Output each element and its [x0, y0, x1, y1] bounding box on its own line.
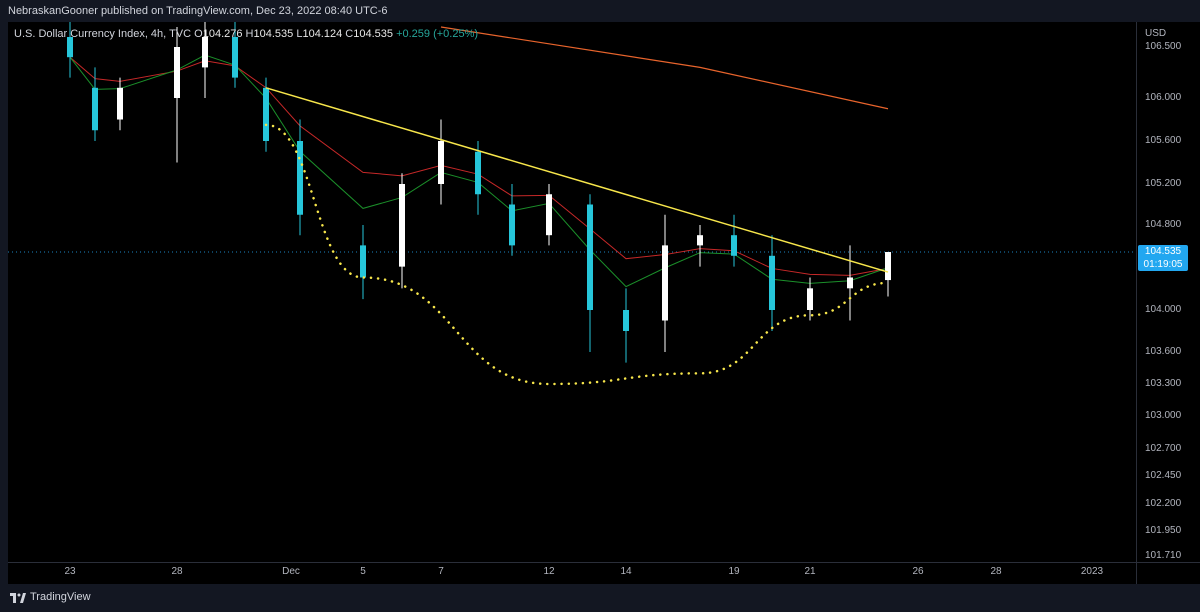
x-tick-label: 21 [804, 566, 816, 577]
y-tick-label: 101.710 [1145, 550, 1182, 561]
y-tick-label: 101.950 [1145, 525, 1182, 536]
candle-body [297, 141, 303, 215]
y-tick-label: 104.000 [1145, 304, 1182, 315]
candle-body [885, 252, 891, 281]
price-axis[interactable] [1136, 22, 1200, 562]
top-bar: NebraskanGooner published on TradingView… [0, 0, 1200, 22]
rounding-bottom-curve [264, 123, 890, 386]
y-tick-label: 104.800 [1145, 219, 1182, 230]
chart-area[interactable] [8, 22, 1136, 562]
x-tick-label: 19 [728, 566, 740, 577]
candle-body [67, 37, 73, 58]
x-tick-label: 28 [171, 566, 183, 577]
last-price-value: 104.535 [1144, 246, 1182, 257]
y-tick-label: 106.000 [1145, 92, 1182, 103]
candle-body [438, 141, 444, 184]
x-tick-label: 2023 [1080, 566, 1104, 577]
open-value: 104.276 [202, 28, 243, 40]
y-tick-label: 103.300 [1145, 378, 1182, 389]
high-label: H [245, 28, 254, 40]
candle-body [475, 151, 481, 195]
price-chart[interactable] [8, 22, 1136, 562]
x-tick-label: 28 [990, 566, 1002, 577]
axis-corner [1136, 562, 1200, 584]
candle-body [697, 235, 703, 246]
high-value: 104.535 [253, 28, 294, 40]
candle-body [769, 255, 775, 310]
publisher-line: NebraskanGooner published on TradingView… [8, 5, 388, 17]
candle-body [117, 87, 123, 120]
chart-legend: U.S. Dollar Currency Index, 4h, TVC O104… [14, 28, 478, 40]
tradingview-brand[interactable]: TradingView [30, 591, 91, 603]
candle-body [847, 277, 853, 289]
low-label: L [296, 28, 303, 40]
y-tick-label: 105.600 [1145, 135, 1182, 146]
candle-body [587, 204, 593, 310]
candle-body [623, 310, 629, 331]
x-tick-label: 5 [360, 566, 366, 577]
candle-body [731, 235, 737, 256]
open-label: O [194, 28, 203, 40]
footer: TradingView [0, 584, 1200, 612]
currency-label: USD [1145, 28, 1167, 39]
x-tick-label: Dec [282, 566, 300, 577]
y-tick-label: 106.500 [1145, 41, 1182, 52]
bar-countdown: 01:19:05 [1143, 259, 1183, 270]
candle-body [509, 204, 515, 246]
candle-body [807, 288, 813, 310]
candle-body [263, 87, 269, 141]
candle-body [399, 184, 405, 267]
symbol-label: U.S. Dollar Currency Index, 4h, TVC [14, 28, 192, 40]
descending-trendline [265, 87, 889, 273]
close-value: 104.535 [353, 28, 393, 40]
low-value: 104.124 [302, 28, 343, 40]
last-price-tag: 104.535 01:19:05 [1138, 245, 1188, 271]
y-tick-label: 102.450 [1145, 470, 1182, 481]
y-tick-label: 105.200 [1145, 178, 1182, 189]
candle-body [174, 47, 180, 98]
y-tick-label: 103.000 [1145, 410, 1182, 421]
y-tick-label: 103.600 [1145, 346, 1182, 357]
candle-body [92, 87, 98, 131]
y-tick-label: 102.200 [1145, 498, 1182, 509]
candle-body [546, 194, 552, 236]
x-tick-label: 26 [912, 566, 924, 577]
candle-body [232, 37, 238, 78]
x-tick-label: 23 [64, 566, 76, 577]
x-tick-label: 14 [620, 566, 632, 577]
x-tick-label: 7 [438, 566, 444, 577]
x-tick-label: 12 [543, 566, 555, 577]
tradingview-logo-icon [10, 593, 26, 603]
candle-body [662, 245, 668, 321]
ema-slow-line [440, 26, 889, 110]
time-axis[interactable] [8, 562, 1136, 584]
change-value: +0.259 (+0.25%) [396, 28, 479, 40]
candle-body [360, 245, 366, 278]
close-label: C [345, 28, 354, 40]
candle-body [202, 37, 208, 68]
y-tick-label: 102.700 [1145, 443, 1182, 454]
